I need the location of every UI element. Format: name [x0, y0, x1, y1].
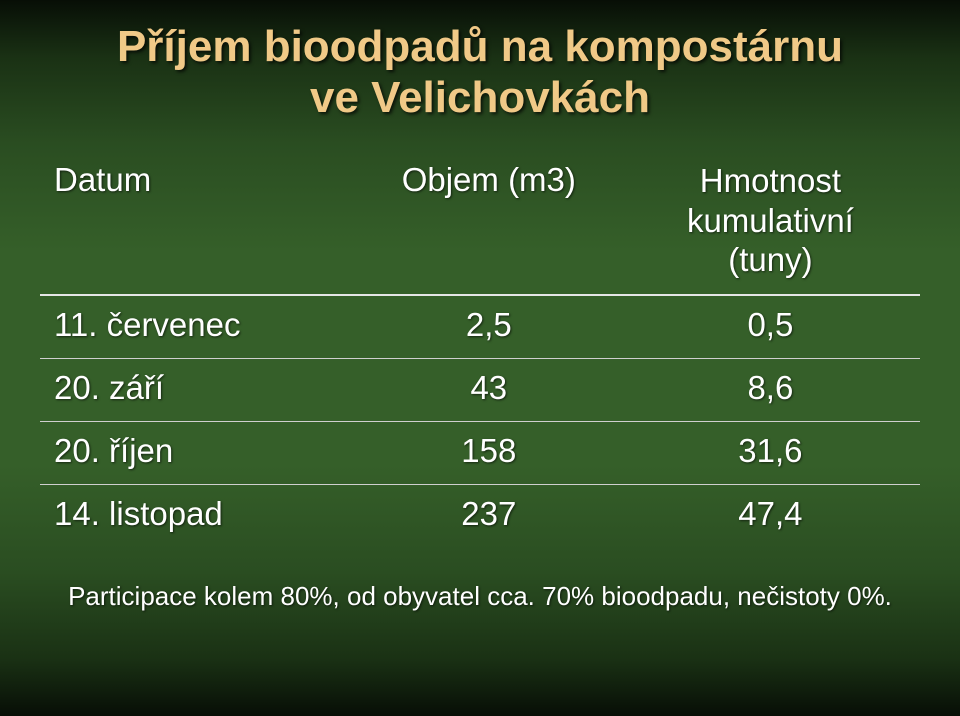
table-header-row: Datum Objem (m3) Hmotnostkumulativní(tun… [40, 151, 920, 295]
col-header-objem: Objem (m3) [357, 151, 621, 295]
cell-datum: 20. září [40, 358, 357, 421]
slide-title: Příjem bioodpadů na kompostárnu ve Velic… [40, 22, 920, 123]
table-row-highlight: 14. listopad 237 47,4 [40, 484, 920, 547]
table-row: 20. říjen 158 31,6 [40, 421, 920, 484]
cell-datum: 20. říjen [40, 421, 357, 484]
cell-objem: 158 [357, 421, 621, 484]
table-row: 11. červenec 2,5 0,5 [40, 295, 920, 359]
col-header-hmotnost: Hmotnostkumulativní(tuny) [621, 151, 920, 295]
cell-objem: 2,5 [357, 295, 621, 359]
cell-hmotnost: 0,5 [621, 295, 920, 359]
cell-hmotnost: 47,4 [621, 484, 920, 547]
footnote: Participace kolem 80%, od obyvatel cca. … [40, 581, 920, 612]
cell-objem: 237 [357, 484, 621, 547]
cell-hmotnost: 8,6 [621, 358, 920, 421]
title-line-2: ve Velichovkách [310, 73, 650, 122]
cell-objem: 43 [357, 358, 621, 421]
title-line-1: Příjem bioodpadů na kompostárnu [117, 22, 843, 71]
cell-datum: 11. červenec [40, 295, 357, 359]
col-header-datum: Datum [40, 151, 357, 295]
slide: Příjem bioodpadů na kompostárnu ve Velic… [0, 0, 960, 716]
table-row: 20. září 43 8,6 [40, 358, 920, 421]
cell-hmotnost: 31,6 [621, 421, 920, 484]
cell-datum: 14. listopad [40, 484, 357, 547]
data-table: Datum Objem (m3) Hmotnostkumulativní(tun… [40, 151, 920, 547]
